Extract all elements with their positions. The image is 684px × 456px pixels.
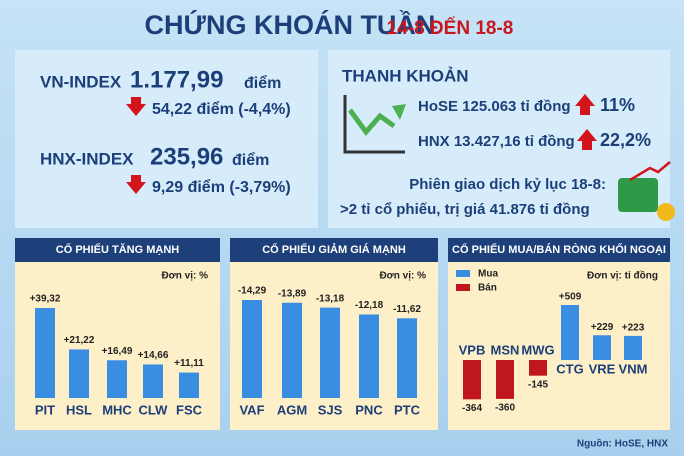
category-label: VAF: [239, 402, 264, 417]
value-label: -12,18: [355, 300, 384, 311]
legend-label: Mua: [478, 269, 498, 280]
index-unit: điểm: [244, 74, 281, 92]
value-label: -13,18: [316, 293, 345, 304]
category-label: PNC: [355, 402, 383, 417]
up-arrow: [577, 129, 597, 150]
record-line: Phiên giao dịch kỷ lục 18-8:: [409, 176, 606, 193]
category-label: VRE: [589, 361, 616, 376]
bar: [143, 364, 163, 398]
panel-header: [15, 238, 220, 262]
index-name: VN-INDEX: [40, 72, 122, 91]
liquidity-row: HoSE 125.063 tỉ đồng: [418, 98, 571, 115]
bar: [359, 314, 379, 398]
chart-icon-arrow: [392, 104, 406, 120]
bar: [69, 349, 89, 398]
liquidity-row: HNX 13.427,16 tỉ đồng: [418, 133, 575, 150]
category-label: PTC: [394, 402, 421, 417]
value-label: -11,62: [393, 304, 421, 315]
bar: [282, 302, 302, 398]
value-label: -13,89: [278, 288, 307, 299]
category-label: HSL: [66, 402, 92, 417]
category-label: VPB: [459, 342, 486, 357]
down-arrow: [126, 97, 146, 116]
category-label: SJS: [318, 402, 343, 417]
category-label: MHC: [102, 402, 132, 417]
chart-title: CỔ PHIẾU TĂNG MẠNH: [56, 243, 180, 256]
value-label: -364: [462, 403, 482, 414]
down-arrow: [126, 175, 146, 194]
money-icon: [618, 178, 658, 212]
up-arrow: [575, 94, 595, 115]
bar: [529, 360, 547, 376]
value-label: +21,22: [64, 335, 95, 346]
value-label: -145: [528, 379, 548, 390]
category-label: PIT: [35, 402, 55, 417]
record-line: >2 tỉ cổ phiếu, trị giá 41.876 tỉ đồng: [340, 201, 590, 218]
panel: [448, 238, 670, 430]
bar: [624, 335, 642, 360]
index-change: 54,22 điểm (-4,4%): [152, 100, 291, 118]
legend-label: Bán: [478, 283, 497, 294]
category-label: AGM: [277, 402, 307, 417]
value-label: +39,32: [30, 294, 61, 305]
unit-label: Đơn vị: %: [161, 271, 208, 282]
bar: [320, 307, 340, 398]
index-name: HNX-INDEX: [40, 149, 134, 168]
panel-header: [230, 238, 438, 262]
value-label: +229: [591, 322, 614, 333]
chart-title: CỔ PHIẾU GIẢM GIÁ MẠNH: [262, 243, 406, 256]
unit-label: Đơn vị: tỉ đồng: [587, 270, 658, 282]
index-value: 1.177,99: [130, 66, 223, 93]
title: CHỨNG KHOÁN TUẦN: [145, 9, 436, 40]
panel-header: [448, 238, 670, 262]
category-label: FSC: [176, 402, 203, 417]
legend-swatch: [456, 284, 470, 291]
bar: [496, 360, 514, 399]
coin-icon: [657, 203, 675, 221]
index-unit: điểm: [232, 151, 269, 169]
chart-icon-line: [347, 108, 396, 137]
source: Nguồn: HoSE, HNX: [577, 438, 668, 450]
bar: [593, 335, 611, 360]
category-label: MSN: [491, 342, 520, 357]
category-label: CTG: [556, 361, 583, 376]
trend-icon: [629, 161, 671, 182]
value-label: +223: [622, 323, 645, 334]
category-label: MWG: [521, 342, 554, 357]
index-change: 9,29 điểm (-3,79%): [152, 178, 291, 196]
bar: [35, 308, 55, 398]
liquidity-title: THANH KHOẢN: [342, 66, 469, 85]
bar: [242, 300, 262, 398]
value-label: +16,49: [102, 346, 133, 357]
value-label: -360: [495, 403, 515, 414]
bar: [179, 372, 199, 398]
value-label: +14,66: [138, 350, 169, 361]
chart-title: CỔ PHIẾU MUA/BÁN RÒNG KHỐI NGOẠI: [452, 242, 666, 256]
bar: [107, 360, 127, 398]
liquidity-panel: [328, 50, 670, 228]
value-label: +11,11: [174, 358, 204, 369]
liquidity-change: 11%: [600, 95, 635, 115]
index-value: 235,96: [150, 143, 223, 170]
category-label: CLW: [139, 402, 169, 417]
bar: [463, 360, 481, 400]
unit-label: Đơn vị: %: [379, 271, 426, 282]
legend-swatch: [456, 270, 470, 277]
index-panel: [15, 50, 318, 228]
value-label: -14,29: [238, 286, 267, 297]
title-dates: 14-8 ĐẾN 18-8: [387, 17, 514, 39]
chart-icon: [343, 95, 405, 154]
liquidity-change: 22,2%: [600, 130, 651, 150]
bar: [561, 305, 579, 360]
category-label: VNM: [619, 361, 648, 376]
value-label: +509: [559, 292, 582, 303]
bar: [397, 318, 417, 398]
